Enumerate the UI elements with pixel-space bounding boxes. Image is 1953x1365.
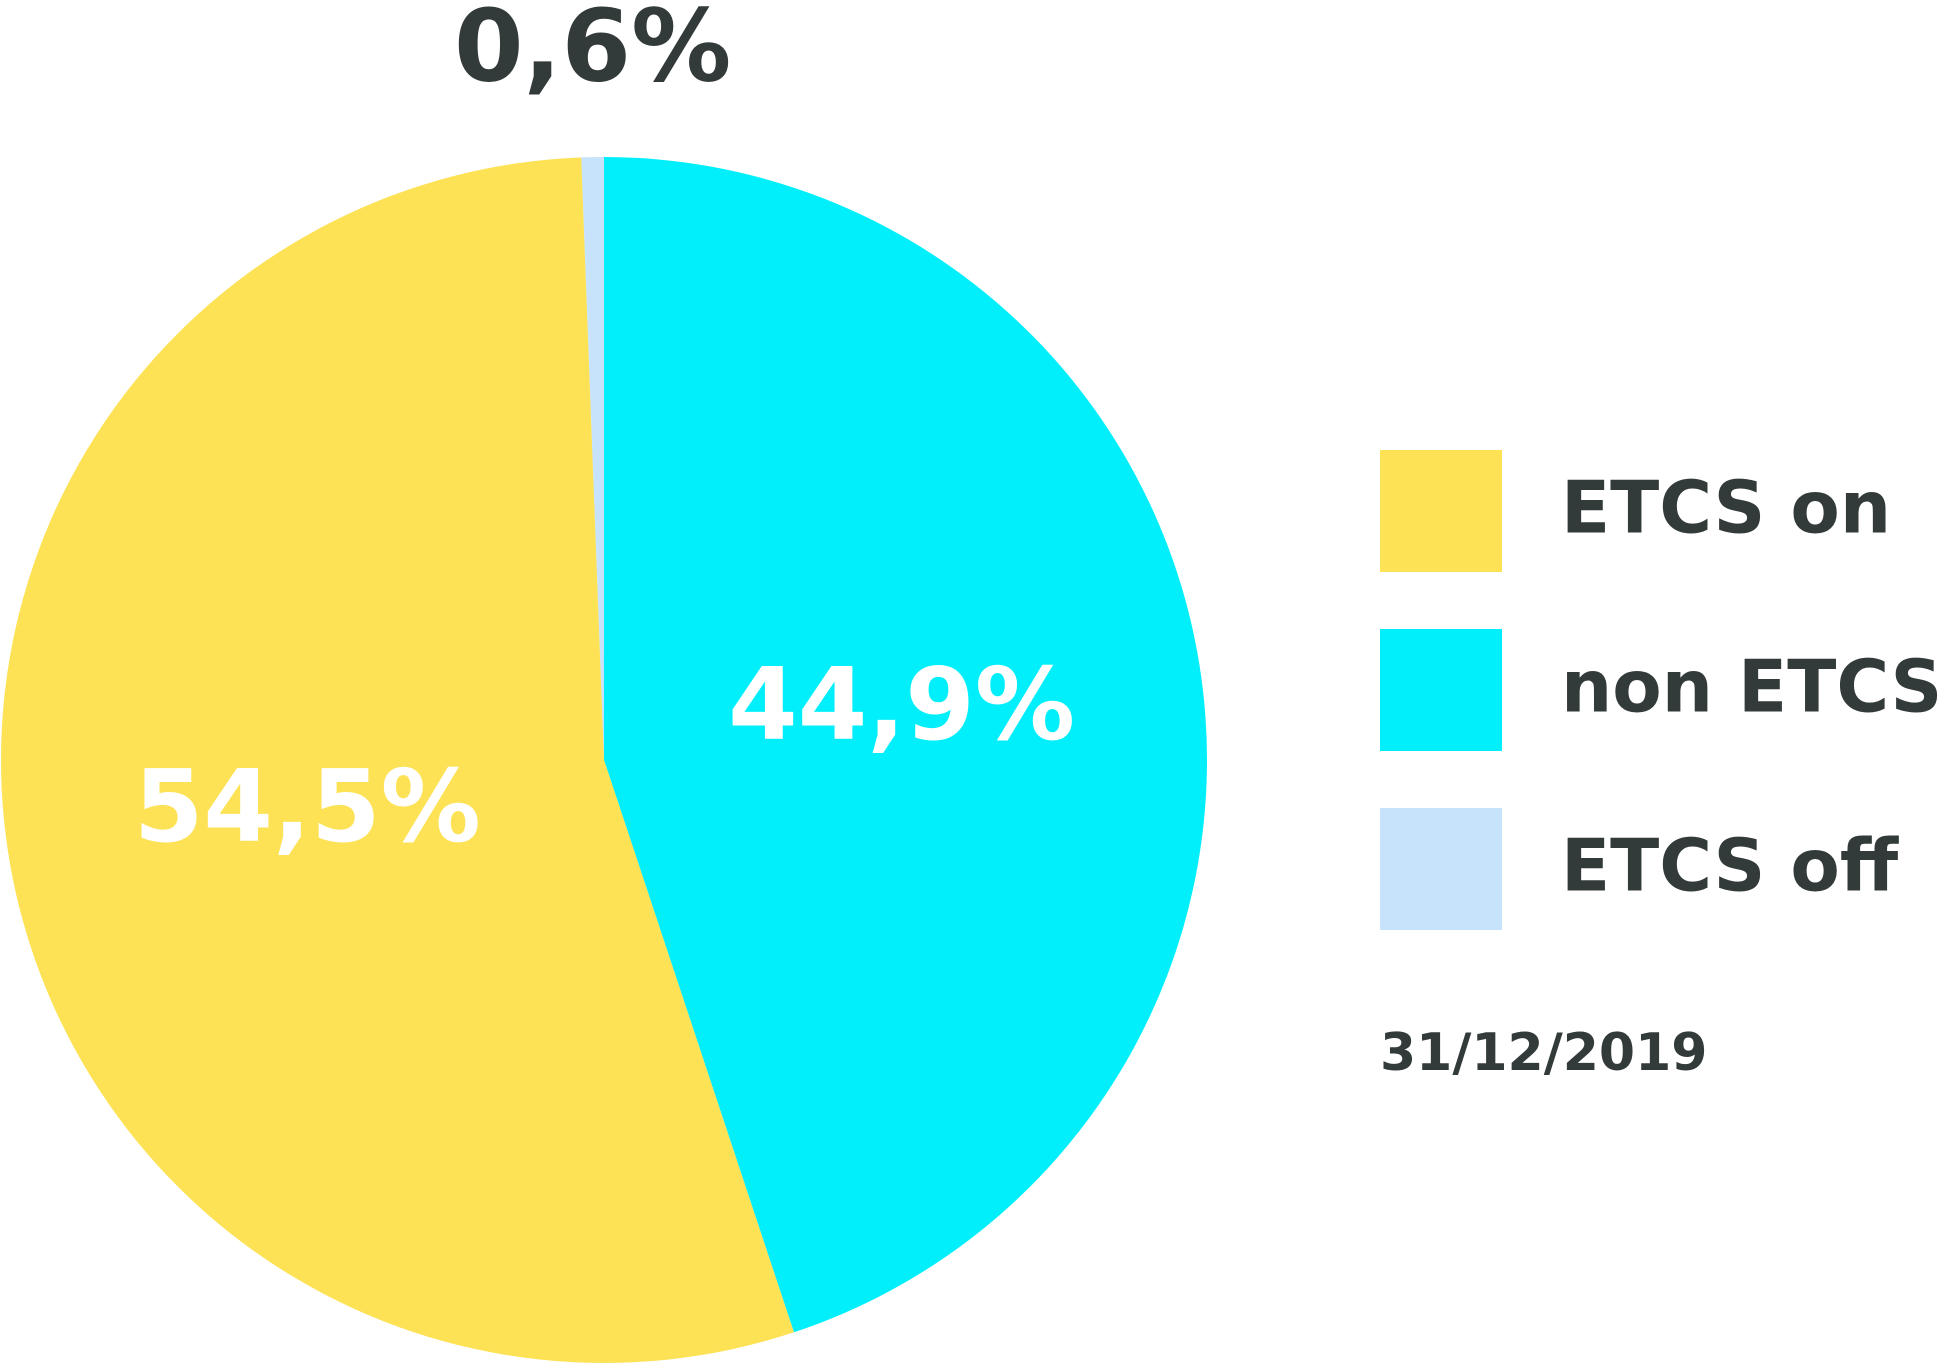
legend-label: ETCS on xyxy=(1561,466,1891,550)
legend-label: ETCS off xyxy=(1561,824,1899,908)
legend-swatch xyxy=(1380,629,1502,751)
value-label: 0,6% xyxy=(454,0,731,104)
value-label: 54,5% xyxy=(134,748,481,865)
date-note: 31/12/2019 xyxy=(1380,1023,1707,1083)
legend-label: non ETCS xyxy=(1561,645,1942,729)
value-label: 44,9% xyxy=(728,646,1075,763)
pie-slice xyxy=(604,157,1208,1333)
pie-slice xyxy=(581,157,604,760)
legend-swatch xyxy=(1380,450,1502,572)
legend-swatch xyxy=(1380,808,1502,930)
pie-slice xyxy=(0,157,794,1363)
